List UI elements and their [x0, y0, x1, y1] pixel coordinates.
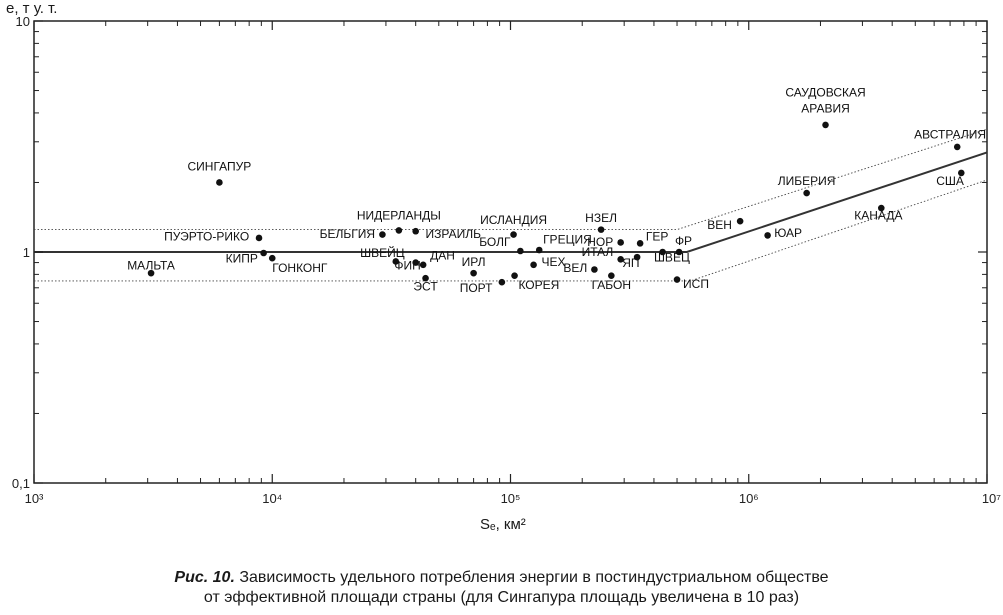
point-label: ЧЕХ	[542, 255, 566, 269]
point-label: ШВЕЦ	[654, 250, 690, 264]
data-point	[764, 232, 771, 239]
trend-lower-bound	[34, 179, 988, 282]
data-point	[597, 226, 605, 233]
point-label: БЕЛЬГИЯ	[320, 227, 375, 241]
data-point	[591, 266, 598, 273]
point-label: ЛИБЕРИЯ	[778, 174, 836, 188]
point-label: ШВЕЙЦ	[360, 245, 405, 260]
data-point	[419, 261, 427, 269]
data-points: САУДОВСКАЯ АРАВИЯ АВСТРАЛИЯ США ЛИБЕРИЯ КАНАД…	[127, 86, 986, 295]
data-point	[617, 239, 624, 246]
data-point	[633, 253, 641, 261]
point-label: ГОНКОНГ	[272, 261, 328, 275]
data-point	[392, 258, 400, 265]
data-point	[736, 217, 744, 225]
data-point	[268, 254, 276, 262]
point-label: НОР	[587, 235, 613, 249]
data-point	[957, 169, 965, 177]
data-point	[395, 227, 403, 234]
point-label: ЭСТ	[413, 280, 438, 294]
data-point	[953, 143, 961, 151]
data-point	[673, 276, 681, 283]
point-label: ИСП	[683, 277, 709, 291]
data-point	[608, 272, 615, 279]
point-label: ДАН	[430, 248, 455, 262]
point-label: АРАВИЯ	[801, 102, 850, 116]
data-point	[636, 240, 644, 247]
data-point	[412, 227, 419, 235]
point-label: СИНГАПУР	[188, 160, 252, 174]
trend-upper-bound	[34, 128, 988, 231]
data-point	[412, 259, 419, 266]
data-point	[530, 261, 537, 269]
point-label: САУДОВСКАЯ	[785, 86, 865, 100]
data-point	[147, 269, 155, 277]
data-point	[498, 278, 506, 286]
point-label: НЗЕЛ	[585, 211, 617, 225]
x-tick-label: 10⁴	[262, 491, 282, 506]
data-point	[822, 121, 829, 129]
point-label: ЮАР	[774, 226, 802, 240]
point-label: КОРЕЯ	[518, 278, 559, 292]
x-tick-label: 10⁷	[982, 491, 1001, 506]
point-label: ИРЛ	[462, 255, 486, 269]
point-label: ВЕН	[707, 218, 732, 232]
data-point	[617, 255, 624, 263]
point-label: ВЕЛ	[563, 261, 587, 275]
point-label: ФИН	[394, 258, 420, 272]
point-label: ПОРТ	[460, 281, 493, 295]
caption-line-2: от эффективной площади страны (для Синга…	[203, 589, 800, 606]
point-label: АВСТРАЛИЯ	[914, 127, 986, 141]
caption-line-1: Рис. 10. Зависимость удельного потреблен…	[0, 568, 1003, 588]
data-point	[422, 274, 429, 282]
y-axis-label: e, т у. т.	[6, 0, 58, 17]
y-tick-label: 1	[23, 245, 30, 260]
point-label: ЯП	[622, 256, 639, 270]
caption-lead: Рис. 10.	[174, 569, 235, 586]
data-point	[510, 231, 517, 238]
point-label: БОЛГ	[479, 235, 511, 249]
figure-caption: Рис. 10. Зависимость удельного потреблен…	[0, 568, 1003, 608]
x-axis-label: Sₑ, км²	[480, 516, 526, 533]
data-point	[511, 272, 518, 279]
data-point	[877, 204, 885, 212]
point-label: МАЛЬТА	[127, 258, 175, 272]
y-tick-label: 0,1	[12, 476, 30, 491]
data-point	[675, 248, 683, 256]
point-label: КАНАДА	[854, 209, 902, 223]
point-label: США	[936, 174, 964, 188]
point-label: ГЕР	[646, 230, 669, 244]
data-point	[255, 234, 263, 242]
trend-main-line	[34, 151, 988, 253]
chart: 10³ 10⁴ 10⁵ 10⁶ 10⁷ 0,1 1 10 САУДОВСКАЯ АРАВИЯ АВ…	[12, 14, 1001, 506]
data-point	[659, 248, 666, 256]
point-label: ИЗРАИЛЬ	[426, 227, 482, 241]
data-point	[517, 247, 524, 255]
data-point	[216, 179, 223, 186]
data-point	[535, 246, 543, 254]
point-label: ИСЛАНДИЯ	[480, 213, 547, 227]
point-label: ГРЕЦИЯ	[543, 232, 592, 246]
data-point	[260, 249, 267, 257]
x-tick-label: 10⁶	[739, 491, 759, 506]
point-label: НИДЕРЛАНДЫ	[357, 209, 441, 223]
point-label: КИПР	[226, 252, 258, 266]
axis-ticks: 10³ 10⁴ 10⁵ 10⁶ 10⁷ 0,1 1 10	[12, 14, 1001, 506]
data-point	[470, 269, 477, 277]
x-tick-label: 10⁵	[501, 491, 521, 506]
x-tick-label: 10³	[25, 491, 44, 506]
trend-lines	[34, 128, 988, 282]
point-label: ИТАЛ	[582, 245, 614, 259]
data-point	[803, 189, 810, 197]
point-label: ФР	[675, 234, 692, 248]
point-label: ПУЭРТО-РИКО	[164, 230, 249, 244]
caption-text-1: Зависимость удельного потребления энерги…	[239, 569, 829, 586]
data-point	[379, 231, 386, 238]
y-tick-label: 10	[16, 14, 30, 29]
point-label: ГАБОН	[592, 278, 631, 292]
